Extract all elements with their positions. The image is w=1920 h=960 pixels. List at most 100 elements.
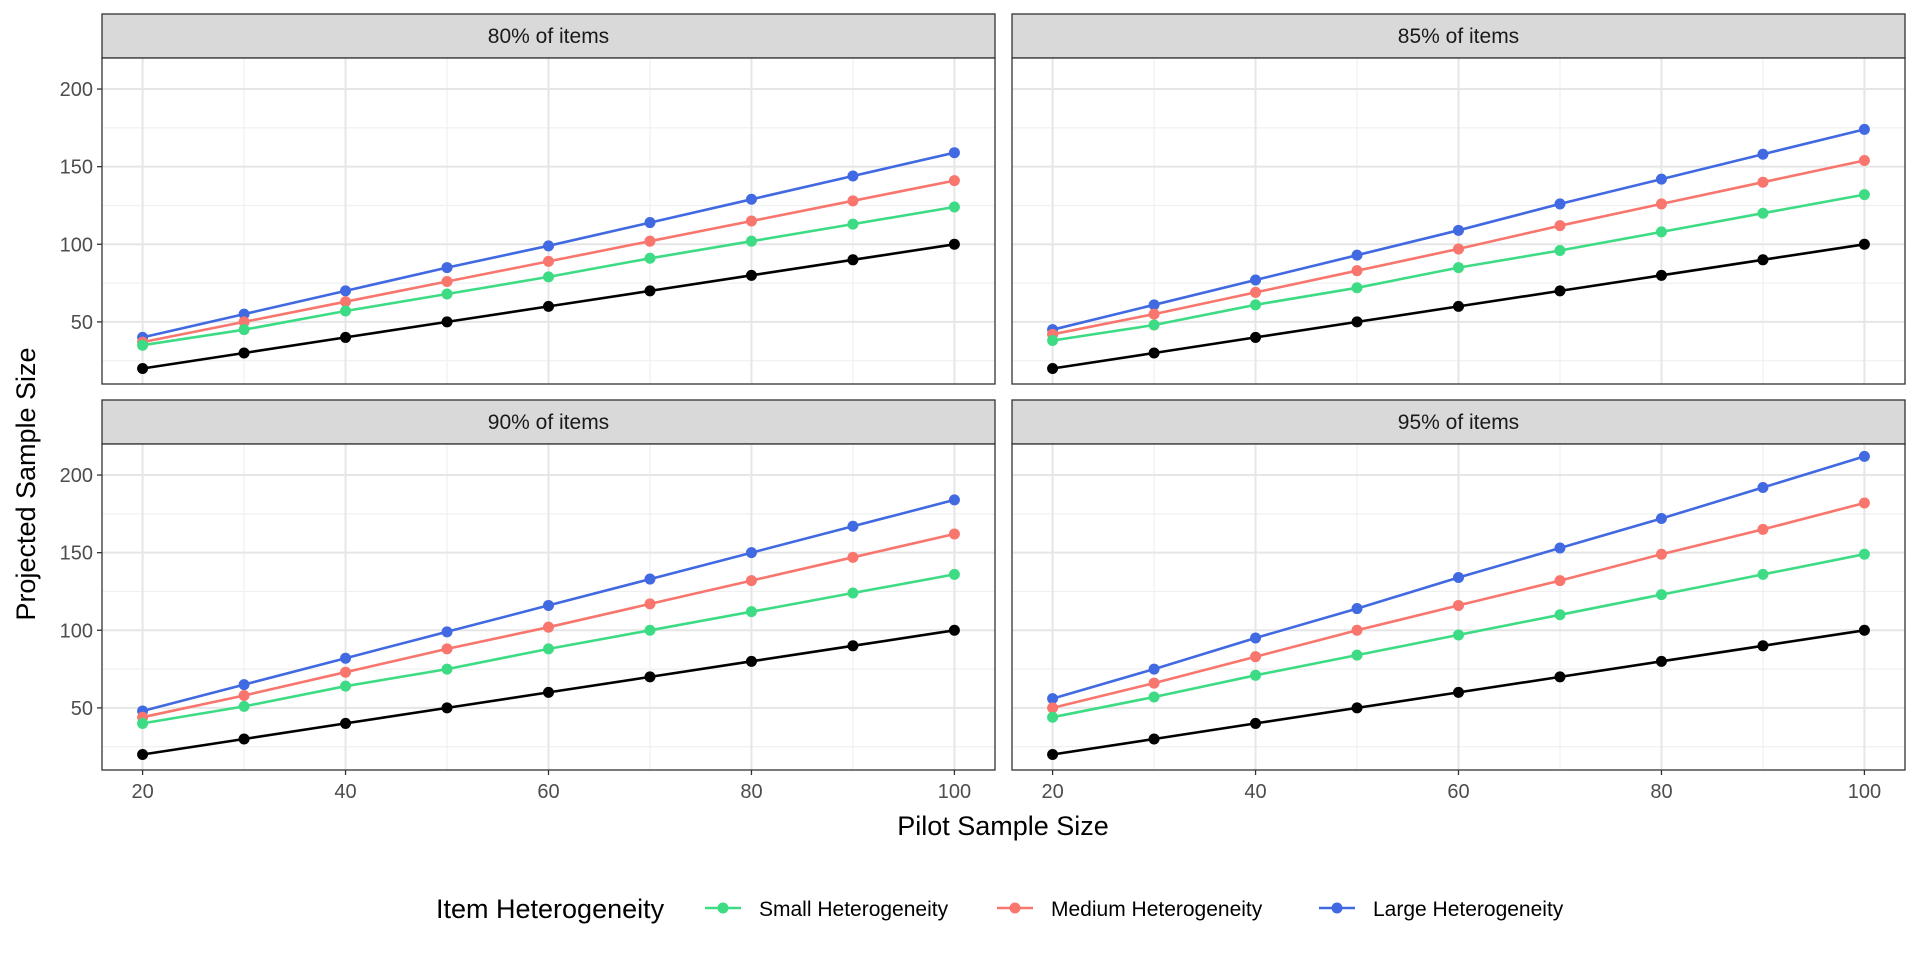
data-point [137, 339, 149, 351]
series-reference [1047, 624, 1870, 760]
data-point [137, 362, 149, 374]
data-point [238, 316, 250, 328]
data-point [1047, 362, 1059, 374]
data-point [1554, 285, 1566, 297]
data-point [1148, 299, 1160, 311]
data-point [847, 587, 859, 599]
data-point [1351, 603, 1363, 615]
panels-layer: 80% of items 50 100 150 200 85% of items 90% o… [60, 13, 1906, 803]
series-large-heterogeneity [1047, 123, 1870, 336]
legend-label: Medium Heterogeneity [1051, 898, 1263, 921]
data-point [340, 285, 352, 297]
y-tick-label: 200 [60, 79, 93, 101]
data-point [847, 195, 859, 207]
data-point [1351, 249, 1363, 261]
data-point [644, 285, 656, 297]
data-point [238, 700, 250, 712]
x-tick-label: 20 [1041, 781, 1063, 803]
data-point [441, 626, 453, 638]
data-point [948, 528, 960, 540]
data-point [1148, 347, 1160, 359]
data-point [1655, 589, 1667, 601]
data-point [1858, 497, 1870, 509]
data-point [1554, 244, 1566, 256]
data-point [1453, 224, 1464, 236]
data-point [1453, 572, 1464, 584]
series-reference [137, 624, 960, 760]
data-point [745, 215, 757, 227]
data-point [948, 175, 960, 187]
data-point [644, 235, 656, 247]
data-point [847, 640, 859, 652]
data-point [1858, 123, 1870, 135]
legend-key-point [717, 902, 729, 914]
data-point [1148, 691, 1160, 703]
data-point [1250, 669, 1262, 681]
data-point [1554, 198, 1566, 210]
data-point [1250, 331, 1262, 343]
data-point [1757, 148, 1769, 160]
data-point [644, 624, 656, 636]
data-point [745, 193, 757, 205]
data-point [441, 316, 453, 328]
data-point [1858, 548, 1870, 560]
data-point [1047, 693, 1059, 705]
data-point [238, 347, 250, 359]
data-point [1655, 198, 1667, 210]
data-point [340, 296, 352, 308]
data-point [1351, 282, 1363, 294]
data-point [948, 624, 960, 636]
series-reference [137, 238, 960, 374]
data-point [745, 547, 757, 559]
data-point [543, 599, 554, 611]
y-tick-label: 100 [60, 620, 93, 642]
data-point [847, 520, 859, 532]
x-tick-label: 80 [1650, 781, 1672, 803]
data-point [644, 598, 656, 610]
series-small-heterogeneity [1047, 189, 1870, 347]
data-point [1554, 575, 1566, 587]
x-tick-label: 40 [334, 781, 356, 803]
data-point [543, 686, 554, 698]
data-point [441, 663, 453, 675]
data-point [1250, 274, 1262, 286]
gridlines [1012, 58, 1905, 384]
y-tick-label: 50 [71, 698, 93, 720]
data-point [543, 271, 554, 283]
data-point [847, 170, 859, 182]
data-point [1351, 316, 1363, 328]
data-point [1757, 568, 1769, 580]
legend-entry-1: Small Heterogeneity [705, 898, 949, 921]
data-point [948, 238, 960, 250]
legend-key-point [1331, 902, 1343, 914]
panel-2: 85% of items [1011, 13, 1906, 385]
data-point [644, 573, 656, 585]
data-point [1047, 702, 1059, 714]
facet-strip [1011, 399, 1906, 445]
x-tick-label: 20 [131, 781, 153, 803]
data-point [340, 652, 352, 664]
data-point [1351, 624, 1363, 636]
data-point [1351, 702, 1363, 714]
data-point [1250, 717, 1262, 729]
data-point [340, 331, 352, 343]
data-point [1453, 629, 1464, 641]
data-point [340, 666, 352, 678]
data-point [1250, 286, 1262, 298]
facet-strip [1011, 13, 1906, 59]
data-point [948, 494, 960, 506]
data-point [1655, 513, 1667, 525]
legend-title: Item Heterogeneity [436, 894, 665, 924]
data-point [948, 201, 960, 213]
y-axis-title: Projected Sample Size [11, 347, 41, 620]
legend-key-point [1009, 902, 1021, 914]
facet-strip-label: 95% of items [1398, 411, 1519, 434]
data-point [1047, 335, 1059, 347]
data-point [1554, 671, 1566, 683]
panel-3: 90% of items 50 100 150 200 20 40 60 80 100 [60, 399, 996, 803]
data-point [1148, 308, 1160, 320]
data-point [543, 621, 554, 633]
data-point [340, 680, 352, 692]
data-point [137, 717, 149, 729]
